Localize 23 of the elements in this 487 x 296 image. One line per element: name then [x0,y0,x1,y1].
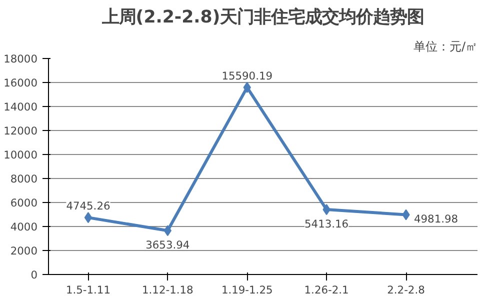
x-tick-label: 1.19-1.25 [221,284,273,296]
y-tick-label: 12000 [4,124,38,138]
chart-title: 上周(2.2-2.8)天门非住宅成交均价趋势图 [100,8,424,28]
data-label: 4745.26 [66,200,110,213]
y-tick-label: 8000 [10,172,38,186]
y-tick-label: 10000 [4,148,38,162]
x-tick-label: 1.26-2.1 [304,284,349,296]
chart-subtitle: 单位：元/㎡ [413,40,478,54]
point [84,212,92,224]
y-tick-label: 6000 [10,196,38,210]
x-tick-label: 2.2-2.8 [387,284,426,296]
data-label: 3653.94 [146,238,190,252]
y-tick-label: 4000 [10,220,38,234]
y-tick-label: 0 [30,268,38,282]
y-tick-label: 14000 [4,100,38,114]
x-tick-label: 1.5-1.11 [66,284,110,296]
y-tick-label: 16000 [4,76,38,90]
data-label: 5413.16 [304,218,349,231]
y-tick-label: 2000 [10,244,38,258]
data-label: 4981.98 [414,212,458,226]
data-label: 15590.19 [222,69,273,82]
y-tick-label: 18000 [4,52,38,66]
x-tick-label: 1.12-1.18 [142,284,194,296]
